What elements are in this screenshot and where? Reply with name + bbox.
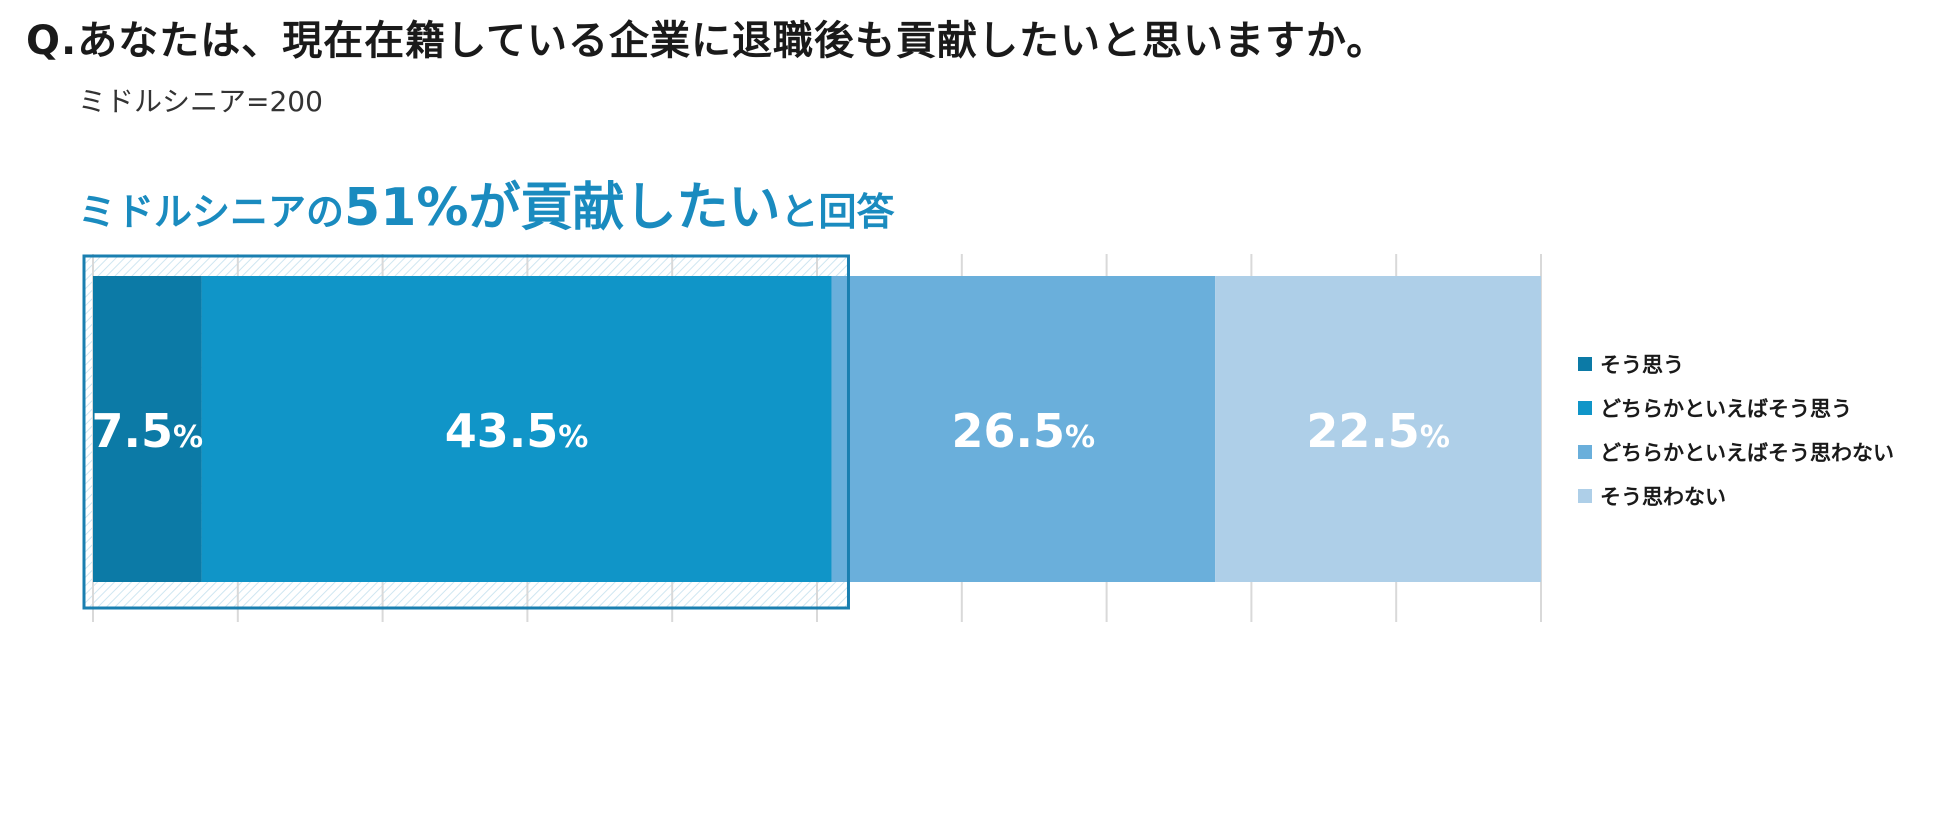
legend-item-3: どちらかといえばそう思わない — [1578, 430, 1894, 474]
legend-label: そう思う — [1600, 353, 1684, 377]
bar-segment-1 — [93, 276, 202, 582]
legend-swatch — [1578, 445, 1592, 459]
data-label-2: 43.5% — [445, 404, 589, 458]
legend-label: そう思わない — [1600, 485, 1726, 509]
data-label-3: 26.5% — [952, 404, 1096, 458]
legend-label: どちらかといえばそう思う — [1600, 397, 1852, 421]
bar-segment-4 — [1215, 276, 1541, 582]
headline-highlight: 51%が貢献したい — [344, 178, 781, 238]
headline-suffix: と回答 — [780, 190, 895, 234]
question-title: Q.あなたは、現在在籍している企業に退職後も貢献したいと思いますか。 — [26, 18, 1388, 64]
legend-item-4: そう思わない — [1578, 474, 1894, 518]
highlight-frame — [82, 254, 850, 610]
legend-swatch — [1578, 489, 1592, 503]
legend-item-1: そう思う — [1578, 342, 1894, 386]
chart-headline: ミドルシニアの51%が貢献したいと回答 — [78, 165, 895, 240]
legend-swatch — [1578, 357, 1592, 371]
data-label-1: 7.5% — [92, 404, 204, 458]
legend-label: どちらかといえばそう思わない — [1600, 441, 1894, 465]
bar-segment-3 — [831, 276, 1216, 582]
data-label-4: 22.5% — [1306, 404, 1450, 458]
bar-segment-2 — [201, 276, 832, 582]
headline-prefix: ミドルシニアの — [78, 190, 345, 234]
chart-legend: そう思うどちらかといえばそう思うどちらかといえばそう思わない そう思わない — [1578, 342, 1894, 518]
sample-size-label: ミドルシニア=200 — [78, 85, 323, 118]
legend-swatch — [1578, 401, 1592, 415]
legend-item-2: どちらかといえばそう思う — [1578, 386, 1894, 430]
